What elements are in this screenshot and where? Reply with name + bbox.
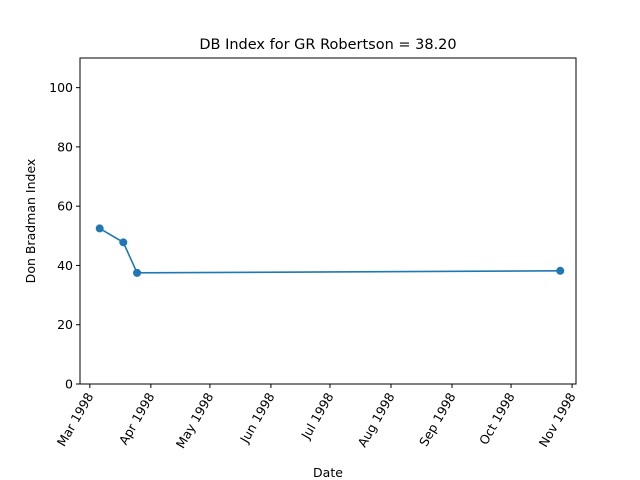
y-tick-label: 20 (57, 317, 73, 332)
y-tick-label: 60 (57, 199, 73, 214)
x-axis-label: Date (313, 465, 343, 480)
y-axis-label: Don Bradman Index (23, 159, 38, 284)
series-line (99, 227, 561, 274)
y-tick-label: 100 (49, 80, 73, 95)
y-axis: 0 20 40 60 80 100 (49, 80, 80, 392)
data-point (119, 238, 128, 247)
data-point (95, 224, 104, 233)
data-point (556, 266, 565, 275)
chart-title: DB Index for GR Robertson = 38.20 (199, 37, 456, 53)
y-tick-label: 80 (57, 139, 73, 154)
plot-series (95, 224, 565, 277)
data-point (133, 268, 142, 277)
y-tick-label: 40 (57, 258, 73, 273)
y-tick-label: 0 (65, 377, 73, 392)
plot-frame (79, 57, 577, 385)
